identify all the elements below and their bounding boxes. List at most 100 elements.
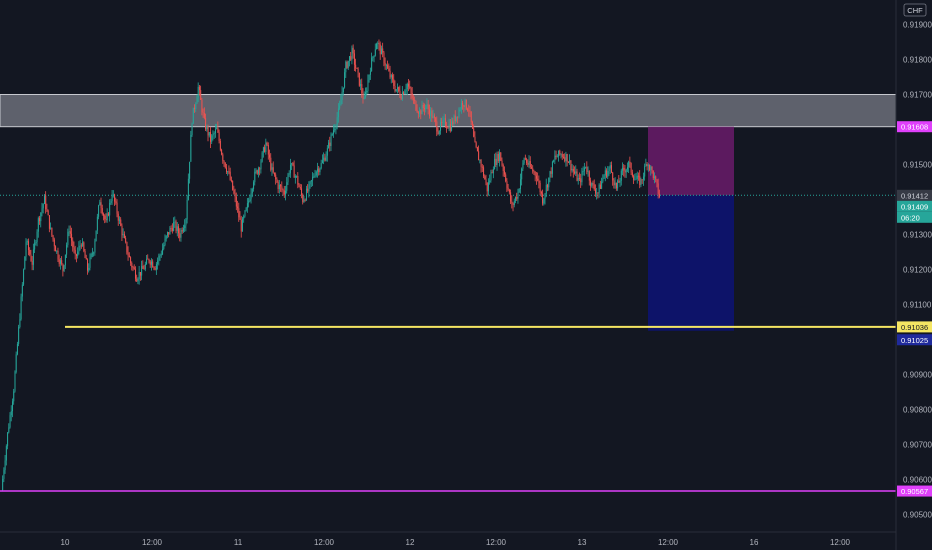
candle bbox=[246, 198, 248, 213]
candle bbox=[394, 80, 396, 93]
stop-loss-zone[interactable] bbox=[648, 126, 734, 196]
candle bbox=[40, 212, 42, 228]
candle bbox=[452, 117, 454, 127]
candle bbox=[447, 125, 449, 129]
candle-body bbox=[604, 170, 606, 176]
candle bbox=[453, 114, 455, 126]
candle bbox=[527, 159, 529, 167]
candle-body bbox=[261, 152, 263, 162]
candle bbox=[15, 351, 17, 374]
candle bbox=[367, 74, 369, 94]
candle bbox=[67, 228, 69, 248]
candle bbox=[71, 227, 73, 247]
candle bbox=[19, 313, 21, 329]
candle bbox=[88, 263, 90, 273]
price-tag-zone_bottom: 0.91608 bbox=[897, 121, 932, 133]
candle bbox=[462, 100, 464, 110]
candle-body bbox=[212, 133, 214, 136]
candle bbox=[138, 265, 140, 285]
candle-body bbox=[646, 163, 648, 166]
candle-body bbox=[587, 171, 589, 173]
candle-body bbox=[356, 67, 358, 69]
candle-body bbox=[335, 125, 337, 129]
candle-body bbox=[581, 171, 583, 183]
candle bbox=[234, 188, 236, 203]
candle bbox=[556, 154, 558, 158]
candle bbox=[157, 257, 159, 270]
candle bbox=[507, 183, 509, 192]
candle bbox=[320, 159, 322, 170]
candle-body bbox=[444, 118, 446, 127]
candle-body bbox=[166, 231, 168, 236]
candle-body bbox=[63, 265, 65, 271]
candle bbox=[593, 179, 595, 191]
candle-body bbox=[248, 201, 250, 204]
candle bbox=[411, 87, 413, 101]
candle-body bbox=[641, 179, 643, 181]
candle-body bbox=[211, 135, 213, 142]
candle bbox=[280, 184, 282, 192]
candle-body bbox=[467, 108, 469, 111]
candle bbox=[521, 167, 523, 186]
price-axis[interactable]: 0.91900 0.91800 0.91700 0.91500 0.91300 0.912… bbox=[903, 21, 932, 520]
candle-body bbox=[610, 165, 612, 173]
candle-body bbox=[181, 230, 183, 232]
candle-body bbox=[564, 157, 566, 161]
currency-label: CHF bbox=[907, 6, 923, 15]
candle bbox=[567, 161, 569, 164]
candle-body bbox=[251, 188, 253, 194]
candle bbox=[570, 159, 572, 177]
candle bbox=[333, 124, 335, 138]
candle bbox=[601, 177, 603, 190]
candle-body bbox=[315, 171, 317, 176]
candle bbox=[233, 185, 235, 195]
candle-body bbox=[337, 108, 339, 118]
candle-body bbox=[305, 188, 307, 200]
candle bbox=[463, 104, 465, 113]
candle bbox=[501, 157, 503, 167]
candle-body bbox=[264, 147, 266, 152]
candle bbox=[626, 162, 628, 173]
candle bbox=[410, 86, 412, 100]
candle-body bbox=[460, 102, 462, 110]
candle-body bbox=[72, 240, 74, 248]
candle bbox=[154, 266, 156, 271]
candle bbox=[275, 172, 277, 185]
candle bbox=[366, 87, 368, 96]
candle-body bbox=[219, 141, 221, 150]
candle-body bbox=[64, 254, 66, 266]
candle-body bbox=[416, 109, 418, 113]
candle bbox=[574, 166, 576, 175]
candle bbox=[622, 162, 624, 176]
candle bbox=[321, 154, 323, 164]
resistance-zone[interactable] bbox=[0, 94, 897, 128]
candle bbox=[243, 214, 245, 223]
candle bbox=[277, 180, 279, 194]
candle-body bbox=[307, 188, 309, 192]
candle-body bbox=[176, 226, 178, 231]
candle bbox=[35, 239, 37, 246]
candle bbox=[242, 216, 244, 232]
candle bbox=[497, 151, 499, 163]
candle-body bbox=[131, 262, 133, 268]
candle bbox=[264, 144, 266, 153]
candle bbox=[249, 194, 251, 203]
candle bbox=[395, 89, 397, 93]
candle bbox=[72, 237, 74, 252]
candle bbox=[4, 454, 6, 474]
candle bbox=[146, 255, 148, 265]
candle-body bbox=[37, 218, 39, 232]
candle bbox=[379, 41, 381, 60]
take-profit-zone[interactable] bbox=[648, 195, 734, 331]
candle-body bbox=[312, 176, 314, 181]
candle bbox=[23, 268, 25, 287]
candle-body bbox=[517, 192, 519, 199]
candle bbox=[646, 161, 648, 171]
candle-body bbox=[380, 48, 382, 55]
candle-body bbox=[373, 55, 375, 58]
candle-body bbox=[256, 170, 258, 174]
candle-body bbox=[152, 261, 154, 268]
time-axis[interactable]: 10 12:00 11 12:00 12 12:00 13 12:00 16 12:00 bbox=[61, 538, 851, 547]
candle-body bbox=[652, 170, 654, 179]
